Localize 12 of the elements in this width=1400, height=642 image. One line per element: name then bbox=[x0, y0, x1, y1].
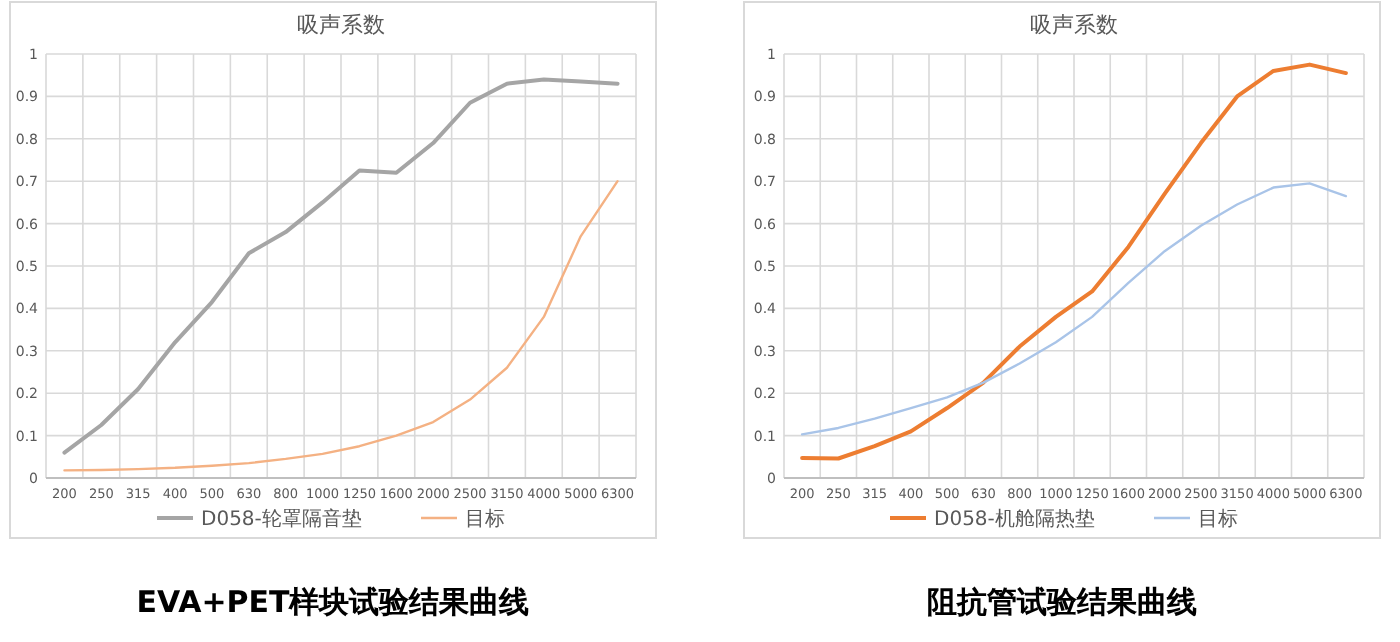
text: EVA+PET样块试验结果曲线 bbox=[136, 584, 530, 620]
line-series bbox=[800, 182, 1348, 436]
legend-label: D058-轮罩隔音垫 bbox=[201, 507, 362, 531]
line-series bbox=[63, 180, 619, 472]
legend-label: 目标 bbox=[1198, 507, 1238, 531]
line-series bbox=[62, 77, 620, 455]
text: 阻抗管试验结果曲线 bbox=[927, 584, 1197, 620]
chart-title: 吸声系数 bbox=[297, 12, 385, 38]
legend-label: 目标 bbox=[465, 507, 505, 531]
line-series bbox=[800, 62, 1348, 461]
chart-title: 吸声系数 bbox=[1030, 12, 1118, 38]
legend-label: D058-机舱隔热垫 bbox=[934, 507, 1095, 531]
